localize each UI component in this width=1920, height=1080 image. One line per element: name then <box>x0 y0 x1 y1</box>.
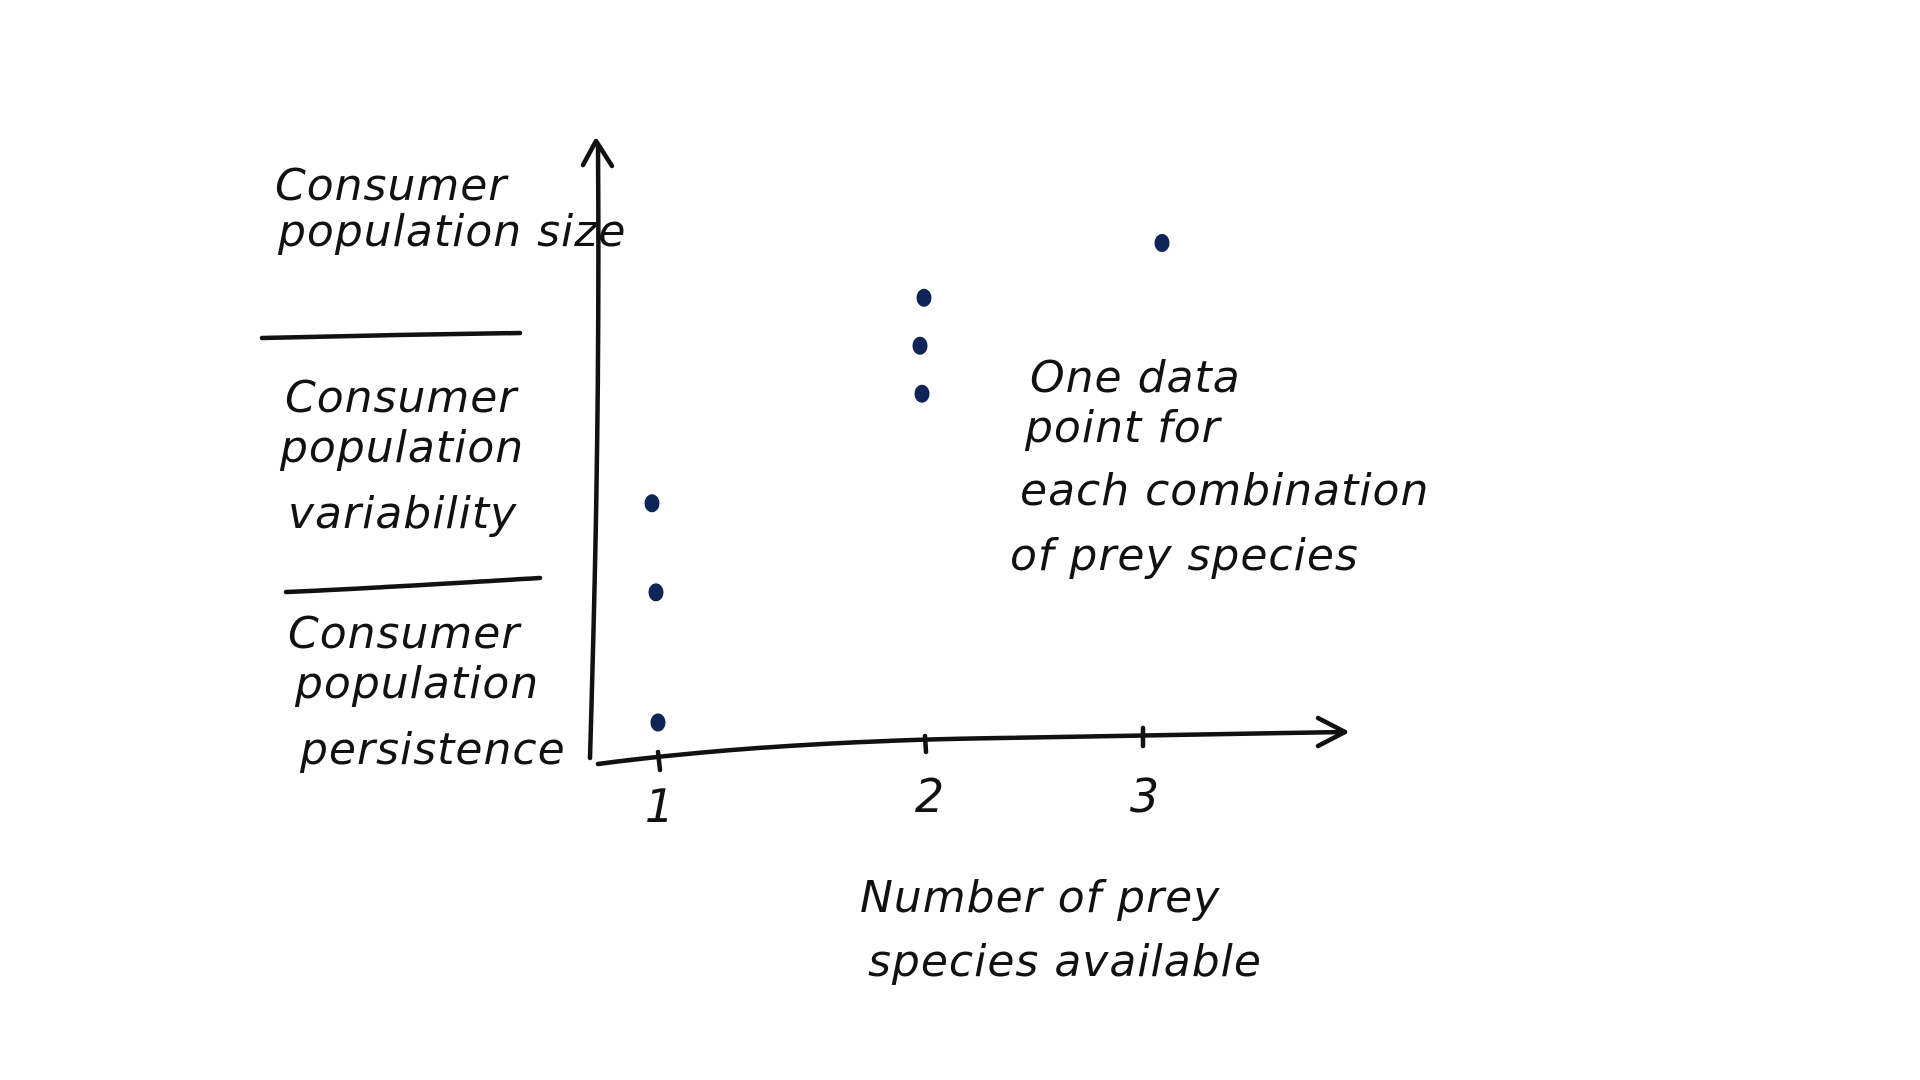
data-points <box>644 234 1170 732</box>
y-axis <box>580 138 615 761</box>
x-axis-label: Number of prey species available <box>860 872 1262 987</box>
annotation-line-4: of prey species <box>1010 530 1359 581</box>
y-label-size-line-2: population size <box>277 206 626 257</box>
y-label-variability-line-3: variability <box>288 488 517 539</box>
tick-mark-1 <box>655 749 663 773</box>
x-tick-labels: 1 2 3 <box>645 769 1160 833</box>
divider-upper <box>259 330 523 341</box>
data-point <box>914 384 930 403</box>
annotation-line-3: each combination <box>1020 465 1429 516</box>
y-label-variability-line-2: population <box>279 422 524 473</box>
y-label-persistence-line-2: population <box>294 658 539 709</box>
y-label-variability-line-1: Consumer <box>285 372 519 423</box>
x-ticks <box>655 725 1146 773</box>
divider-lower <box>283 575 543 595</box>
data-point <box>1154 234 1170 252</box>
y-section-dividers <box>259 330 543 595</box>
data-point <box>916 288 932 307</box>
data-point <box>644 494 660 513</box>
annotation-line-1: One data <box>1030 352 1241 403</box>
y-label-persistence: Consumer population persistence <box>288 608 566 775</box>
data-point <box>650 713 666 732</box>
tick-label-2: 2 <box>915 769 945 823</box>
tick-mark-2 <box>922 733 929 755</box>
y-label-size-line-1: Consumer <box>275 160 509 211</box>
x-label-line-2: species available <box>868 936 1262 987</box>
annotation: One data point for each combination of p… <box>1010 352 1429 581</box>
x-axis <box>595 715 1348 767</box>
y-label-persistence-line-1: Consumer <box>288 608 522 659</box>
data-point <box>912 336 928 355</box>
tick-label-3: 3 <box>1130 769 1160 823</box>
data-point <box>648 583 664 602</box>
annotation-line-2: point for <box>1024 402 1223 453</box>
x-label-line-1: Number of prey <box>860 872 1220 923</box>
tick-label-1: 1 <box>645 779 675 833</box>
y-label-size: Consumer population size <box>275 160 626 257</box>
y-label-persistence-line-3: persistence <box>299 724 566 775</box>
y-label-variability: Consumer population variability <box>279 372 524 539</box>
